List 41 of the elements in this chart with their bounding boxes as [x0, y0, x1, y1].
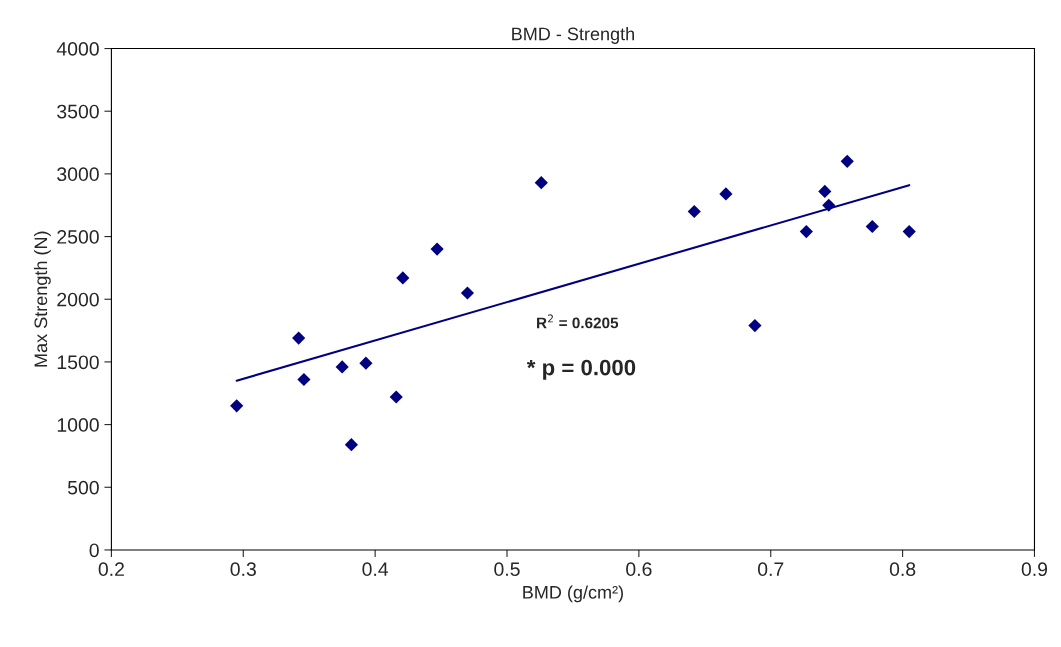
- x-tick-label: 0.6: [626, 562, 652, 577]
- point: [297, 372, 311, 387]
- y-tick-label: 0: [89, 543, 99, 558]
- point: [840, 154, 854, 168]
- x-tick-label: 0.7: [757, 562, 784, 577]
- x-tick-label: 0.4: [362, 562, 389, 577]
- x-axis-title: BMD (g/cm²): [523, 585, 623, 603]
- point: [865, 219, 879, 234]
- point: [902, 224, 916, 239]
- annotation: * p = 0.000: [526, 359, 636, 380]
- x-tick-label: 0.9: [1021, 562, 1048, 577]
- y-tick-label: 3000: [57, 167, 99, 182]
- y-tick-label: 1500: [57, 355, 99, 370]
- y-axis-title: Max Strength (N): [33, 231, 51, 367]
- point: [430, 242, 444, 256]
- point: [818, 184, 832, 199]
- point: [687, 204, 701, 219]
- point: [460, 286, 475, 300]
- x-tick-label: 0.8: [889, 562, 916, 577]
- point: [335, 360, 349, 374]
- point: [396, 271, 410, 285]
- point: [534, 176, 548, 190]
- point: [748, 318, 762, 333]
- point: [344, 438, 358, 452]
- point: [292, 331, 306, 345]
- y-tick-label: 500: [67, 480, 99, 495]
- point: [359, 356, 373, 370]
- y-tick-label: 4000: [56, 41, 99, 56]
- x-tick-label: 0.3: [230, 562, 256, 577]
- x-tick-label: 0.5: [494, 562, 520, 577]
- y-tick-label: 1000: [57, 418, 99, 432]
- point: [799, 224, 813, 239]
- y-tick-label: 2000: [57, 292, 99, 307]
- x-tick-label: 0.2: [98, 562, 124, 577]
- annotation: R$^{2}$ = 0.6205: [537, 314, 619, 329]
- point: [389, 390, 403, 404]
- y-tick-label: 3500: [57, 104, 99, 119]
- point: [719, 187, 733, 201]
- y-tick-label: 2500: [57, 230, 99, 244]
- point: [230, 399, 244, 413]
- chart-title: BMD - Strength: [512, 27, 634, 44]
